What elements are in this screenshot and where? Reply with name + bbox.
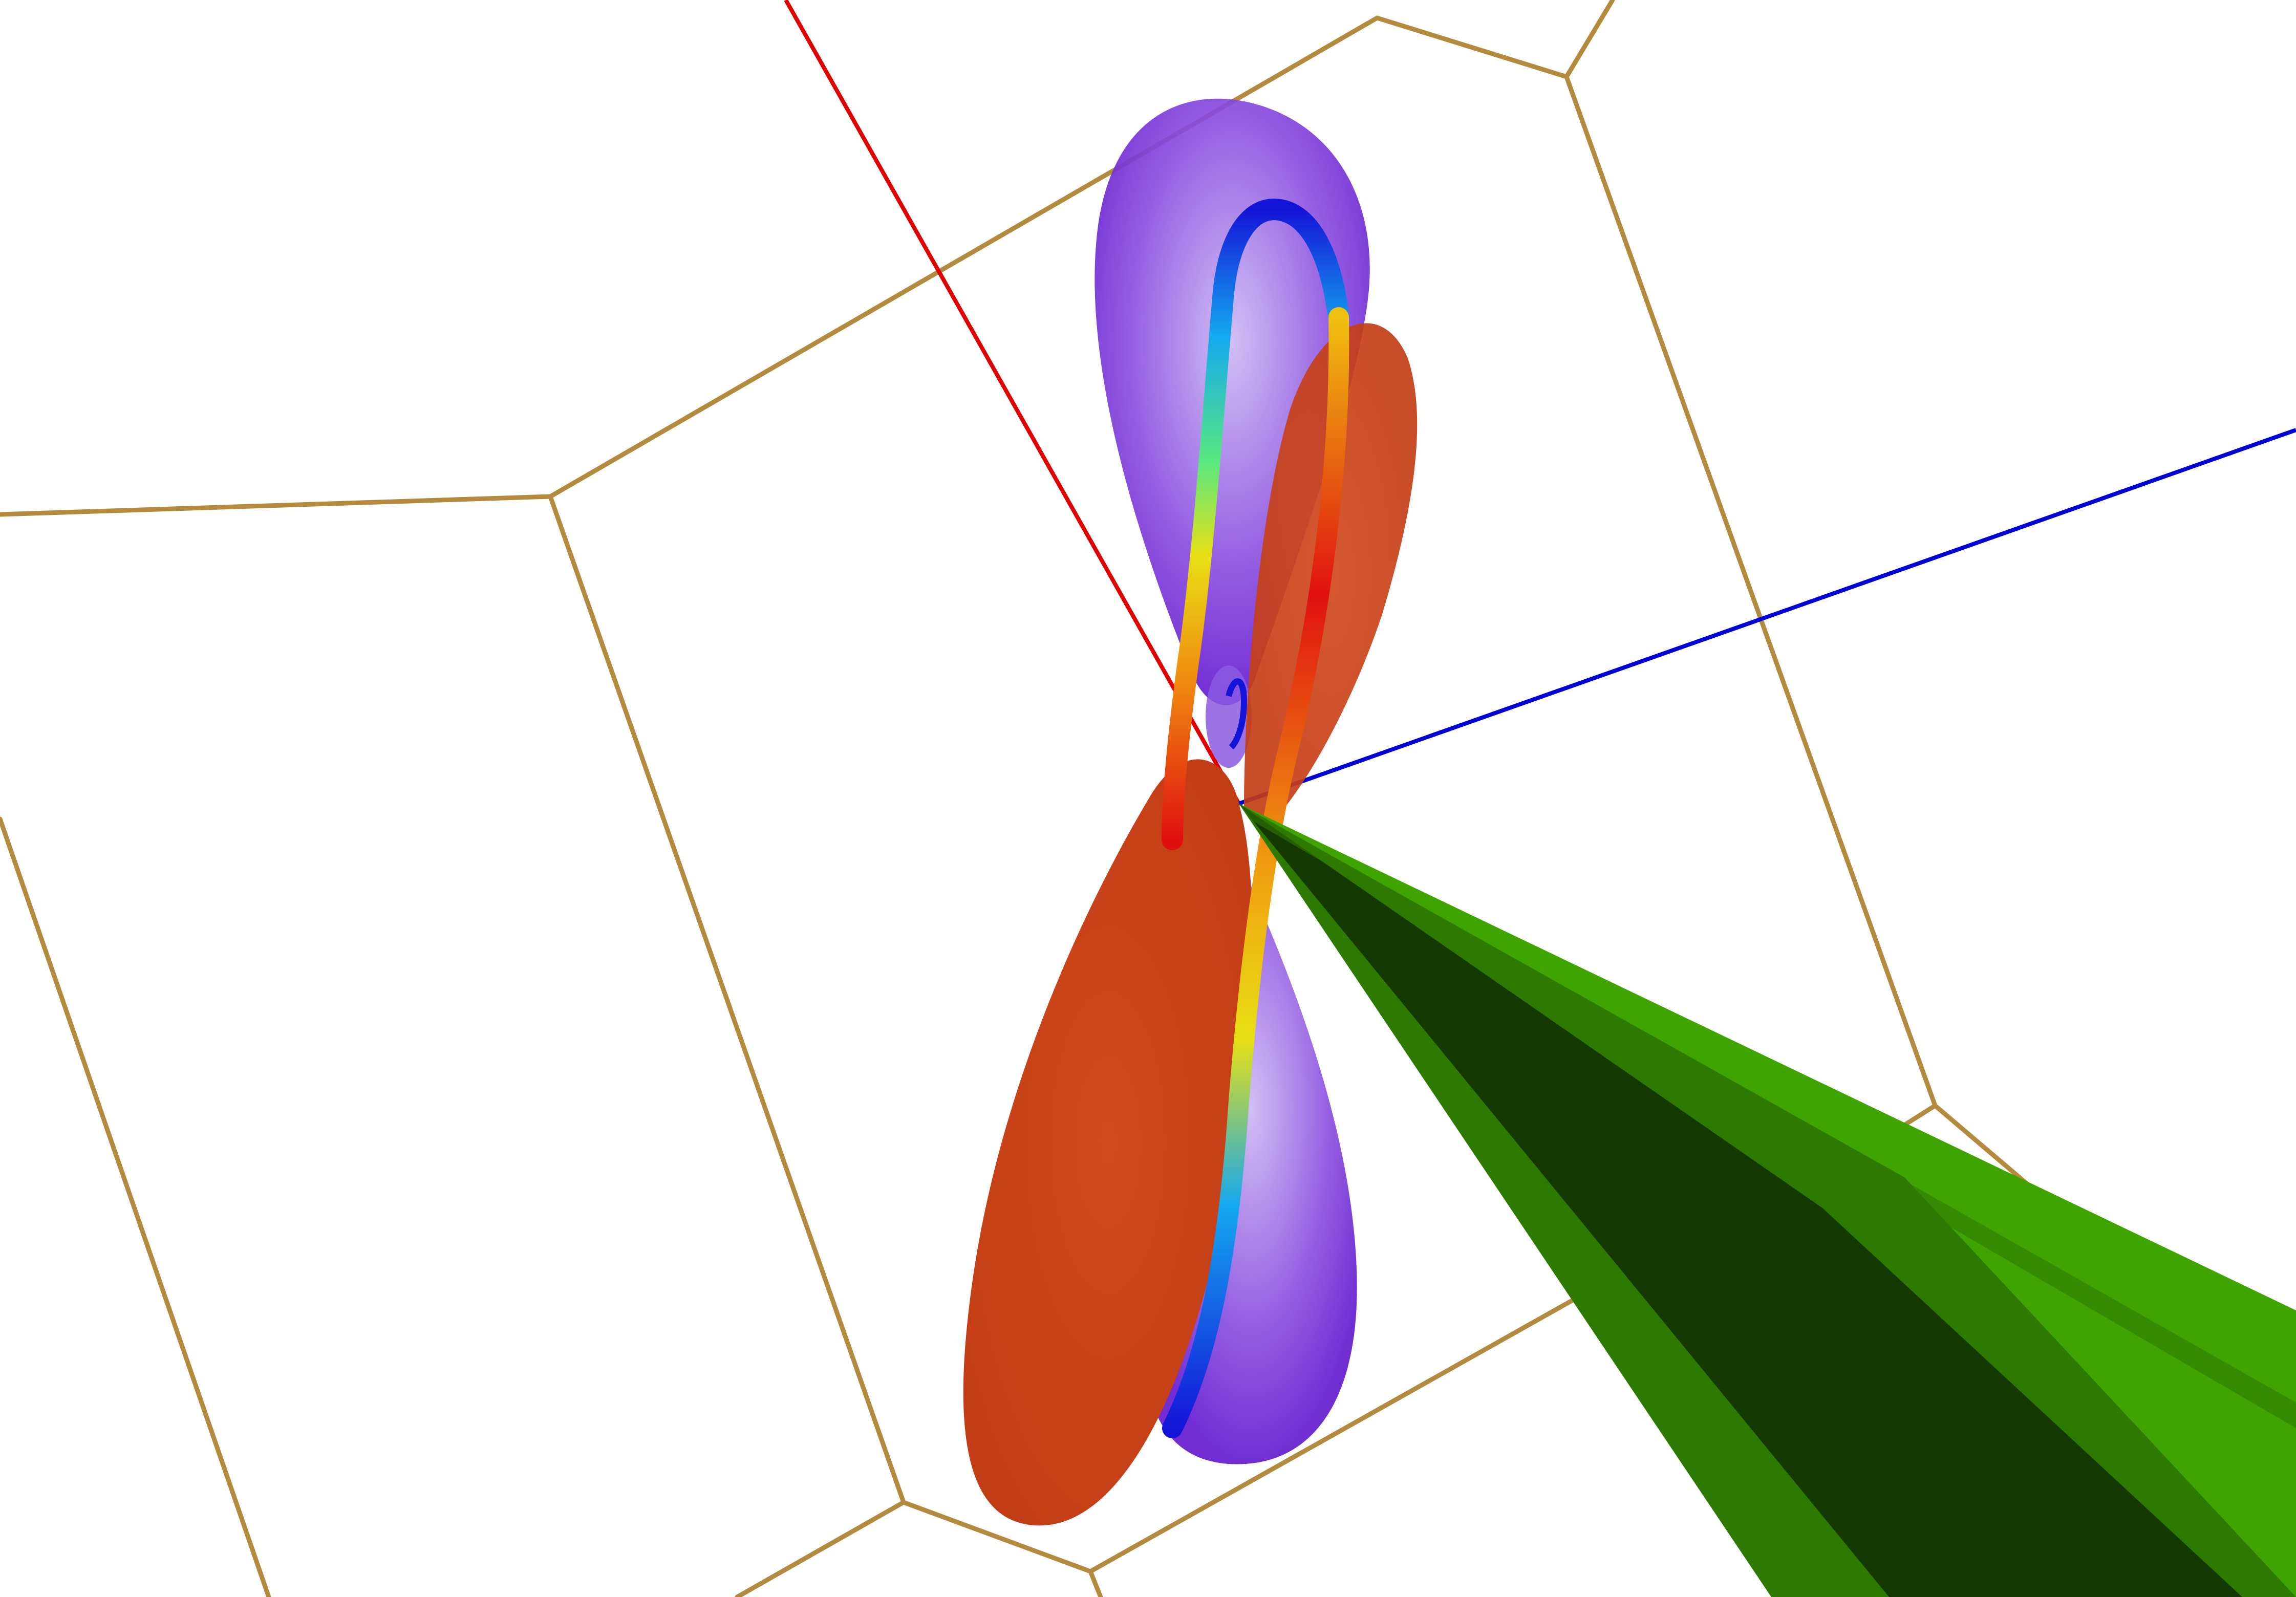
- trajectory-tube-right: [1162, 307, 1349, 1438]
- orbital-lobe-inner: [1206, 665, 1252, 768]
- x-axis-line: [784, 0, 1241, 805]
- z-axis-line: [1238, 428, 2296, 806]
- trajectory-tube-inner-loop: [1226, 678, 1248, 750]
- trajectory-tube-left: [1162, 199, 1349, 850]
- orbital-lobe-positive-lower: [963, 759, 1253, 1526]
- orbital-lobe-negative-top: [1095, 98, 1370, 705]
- green-probe-cone: [1239, 804, 2296, 1597]
